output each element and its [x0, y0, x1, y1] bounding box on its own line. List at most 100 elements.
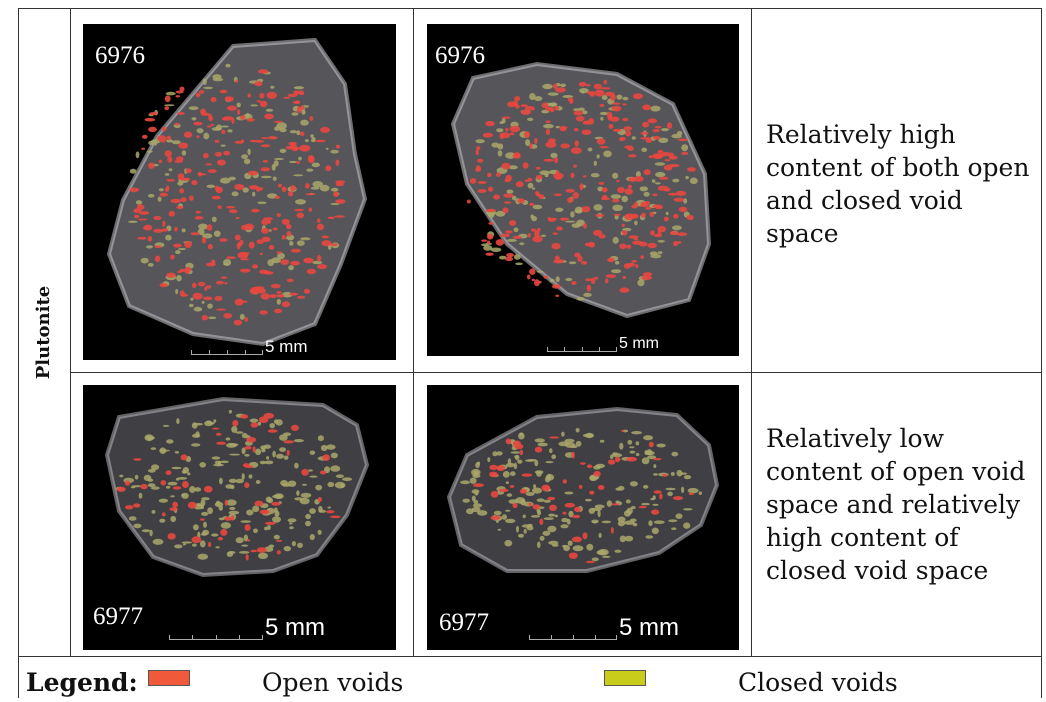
- void-speckle: [206, 125, 212, 128]
- void-speckle: [601, 520, 612, 524]
- void-speckle: [195, 92, 201, 98]
- void-speckle: [509, 220, 517, 226]
- void-speckle: [231, 425, 238, 433]
- void-speckle: [303, 288, 311, 294]
- void-speckle: [599, 439, 605, 443]
- void-speckle: [501, 162, 511, 170]
- void-speckle: [168, 210, 176, 217]
- void-speckle: [505, 481, 509, 484]
- void-speckle: [258, 552, 268, 559]
- void-speckle: [606, 111, 613, 119]
- void-speckle: [195, 210, 201, 214]
- void-speckle: [601, 555, 611, 558]
- void-speckle: [483, 245, 493, 251]
- void-speckle: [219, 460, 229, 464]
- void-speckle: [665, 211, 669, 216]
- void-speckle: [487, 457, 491, 463]
- void-speckle: [664, 159, 671, 162]
- void-speckle: [574, 209, 581, 213]
- void-speckle: [604, 278, 609, 284]
- void-speckle: [317, 254, 322, 262]
- void-speckle: [603, 150, 612, 158]
- void-speckle: [282, 234, 286, 238]
- void-speckle: [649, 211, 654, 217]
- void-speckle: [193, 524, 199, 531]
- void-speckle: [570, 172, 575, 179]
- void-speckle: [622, 230, 628, 236]
- void-speckle: [683, 475, 692, 480]
- void-speckle: [573, 127, 579, 132]
- void-speckle: [299, 131, 305, 137]
- void-speckle: [224, 516, 233, 521]
- void-speckle: [217, 159, 226, 166]
- void-speckle: [243, 158, 251, 165]
- void-speckle: [667, 491, 673, 497]
- void-speckle: [248, 185, 259, 190]
- description-high-content: Relatively high content of both open and…: [766, 118, 1038, 250]
- void-speckle: [598, 181, 605, 185]
- void-speckle: [264, 460, 274, 465]
- void-speckle: [596, 138, 606, 145]
- void-speckle: [260, 175, 272, 179]
- void-speckle: [330, 243, 338, 247]
- void-speckle: [487, 172, 492, 178]
- void-speckle: [214, 501, 224, 508]
- void-speckle: [592, 229, 603, 236]
- void-speckle: [495, 239, 505, 246]
- void-speckle: [306, 168, 314, 172]
- legend-label-closed-voids: Closed voids: [738, 668, 898, 697]
- void-speckle: [534, 230, 540, 238]
- void-speckle: [576, 297, 585, 301]
- void-speckle: [244, 223, 255, 231]
- void-speckle: [170, 515, 177, 523]
- void-speckle: [289, 522, 293, 525]
- void-speckle: [294, 462, 299, 469]
- void-speckle: [560, 143, 571, 149]
- void-speckle: [601, 187, 608, 193]
- void-speckle: [549, 102, 558, 107]
- void-speckle: [543, 499, 551, 503]
- void-speckle: [477, 181, 487, 184]
- void-speckle: [562, 95, 574, 98]
- void-speckle: [547, 496, 556, 501]
- void-speckle: [250, 549, 258, 553]
- void-speckle: [170, 198, 182, 204]
- void-speckle: [272, 450, 276, 458]
- void-speckle: [653, 464, 657, 469]
- void-speckle: [172, 501, 178, 508]
- void-speckle: [215, 186, 223, 194]
- void-speckle: [543, 275, 548, 279]
- void-speckle: [513, 254, 521, 260]
- void-speckle: [144, 117, 156, 122]
- void-speckle: [116, 486, 126, 492]
- void-speckle: [170, 254, 175, 260]
- void-speckle: [220, 276, 228, 279]
- void-speckle: [641, 275, 653, 281]
- void-speckle: [570, 147, 582, 154]
- void-speckle: [220, 528, 228, 536]
- void-speckle: [296, 106, 302, 114]
- void-speckle: [668, 519, 678, 523]
- void-speckle: [612, 198, 620, 203]
- void-speckle: [621, 429, 625, 432]
- void-speckle: [214, 139, 220, 143]
- void-speckle: [201, 497, 210, 501]
- void-speckle: [147, 235, 153, 242]
- void-speckle: [586, 560, 595, 564]
- void-speckle: [295, 199, 306, 205]
- void-speckle: [639, 241, 648, 247]
- void-speckle: [283, 432, 291, 436]
- void-speckle: [653, 153, 664, 159]
- void-speckle: [532, 204, 543, 210]
- void-speckle: [149, 529, 153, 537]
- legend: Legend: Open voids Closed voids: [26, 666, 1026, 700]
- void-speckle: [640, 203, 649, 208]
- void-speckle: [146, 150, 153, 153]
- void-speckle: [554, 175, 563, 180]
- void-speckle: [197, 553, 209, 560]
- void-speckle: [531, 215, 537, 222]
- void-speckle: [644, 450, 649, 455]
- void-speckle: [165, 485, 171, 489]
- void-speckle: [522, 514, 526, 519]
- void-speckle: [202, 296, 213, 301]
